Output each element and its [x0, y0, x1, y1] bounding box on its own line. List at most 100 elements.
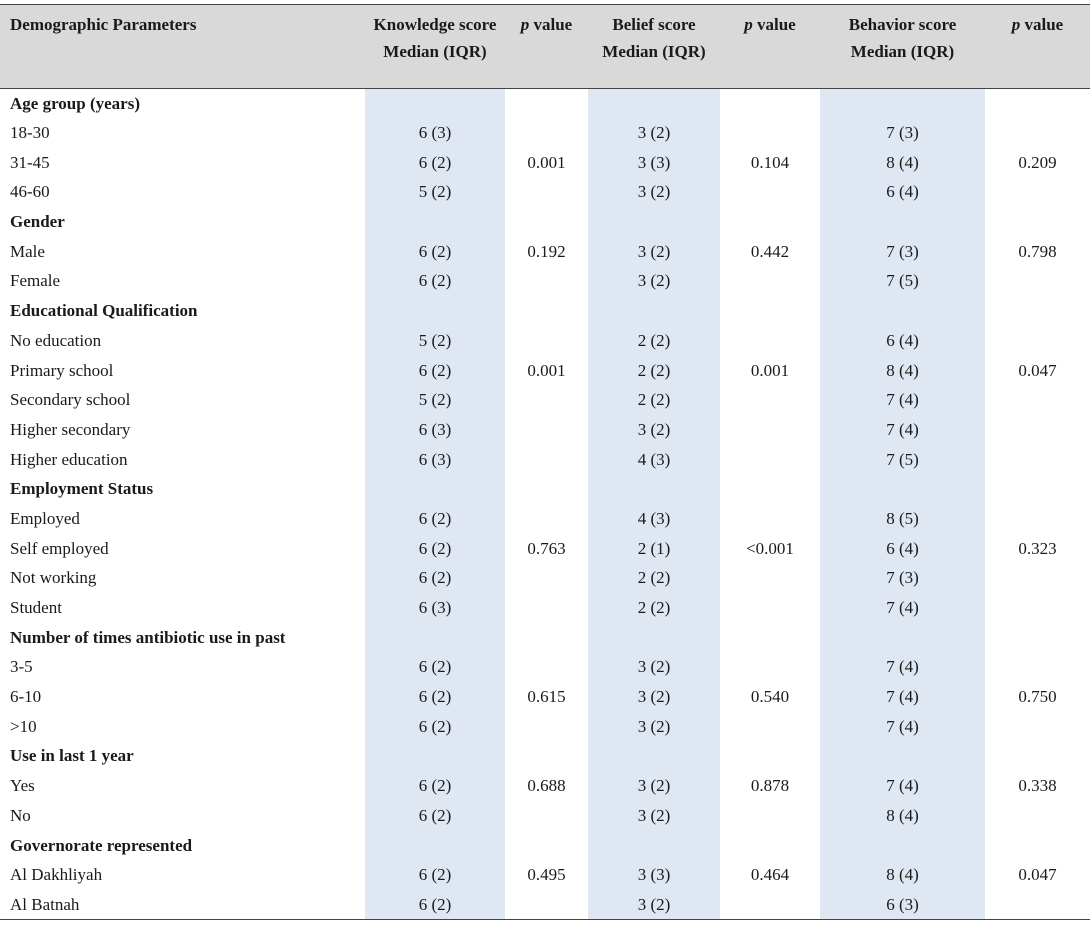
score-cell: 7 (4) — [820, 682, 985, 712]
group-row: Gender — [0, 207, 1090, 237]
p-value: 0.750 — [1018, 687, 1057, 707]
row-label: 3-5 — [10, 657, 33, 677]
cell — [588, 830, 720, 861]
score-cell: 3 (2) — [588, 177, 720, 208]
row-label: Not working — [10, 568, 97, 588]
score-cell: 6 (4) — [820, 326, 985, 356]
group-title: Educational Qualification — [10, 301, 198, 321]
p-value — [985, 445, 1090, 475]
p-value: 0.001 — [750, 360, 790, 380]
score-cell: 5 (2) — [365, 326, 505, 356]
score-cell: 6 (3) — [365, 444, 505, 475]
cell — [985, 207, 1090, 237]
p-value — [720, 890, 820, 920]
row-label: Secondary school — [10, 390, 131, 410]
table-header: Demographic Parameters Knowledge score Me… — [0, 4, 1090, 89]
score-cell: 3 (2) — [588, 652, 720, 683]
score-cell: 6 (2) — [365, 711, 505, 742]
score-cell: 6 (3) — [365, 593, 505, 623]
score-cell: 6 (2) — [365, 682, 505, 712]
p-value — [985, 385, 1090, 415]
score-cell: 6 (2) — [365, 266, 505, 297]
group-title: Age group (years) — [10, 93, 140, 113]
cell — [720, 89, 820, 119]
score-cell: 3 (2) — [588, 266, 720, 297]
p-value — [505, 118, 588, 148]
data-row: No 6 (2) 3 (2) 8 (4) — [0, 801, 1090, 831]
p-value — [720, 267, 820, 297]
score-cell: 2 (2) — [588, 385, 720, 416]
cell — [365, 296, 505, 326]
group-row: Use in last 1 year — [0, 741, 1090, 772]
p-value: 0.615 — [527, 687, 566, 707]
score-cell: 6 (2) — [365, 563, 505, 594]
data-row: Employed 6 (2) 4 (3) 8 (5) — [0, 504, 1090, 534]
row-label: Al Dakhliyah — [10, 865, 103, 885]
cell — [820, 830, 985, 861]
row-label: Employed — [10, 508, 80, 528]
p-value — [720, 385, 820, 415]
score-cell: 6 (2) — [365, 236, 505, 267]
score-cell: 2 (2) — [588, 355, 720, 386]
score-cell: 7 (4) — [820, 771, 985, 801]
group-title: Employment Status — [10, 479, 154, 499]
group-row: Employment Status — [0, 474, 1090, 505]
p-value — [985, 653, 1090, 683]
cell — [985, 89, 1090, 119]
p-value: 0.464 — [750, 865, 790, 885]
score-cell: 7 (4) — [820, 593, 985, 623]
row-label: No — [10, 805, 31, 825]
row-label: Student — [10, 598, 62, 618]
p-value: 0.104 — [750, 152, 790, 172]
score-cell: 2 (2) — [588, 593, 720, 623]
p-value — [985, 890, 1090, 920]
score-cell: 6 (2) — [365, 860, 505, 891]
cell — [365, 207, 505, 237]
cell — [588, 622, 720, 653]
score-cell: 6 (2) — [365, 533, 505, 564]
row-label: Higher secondary — [10, 419, 131, 439]
p-value: 0.442 — [750, 241, 790, 261]
p-value — [505, 267, 588, 297]
cell — [588, 474, 720, 505]
group-row: Age group (years) — [0, 88, 1090, 119]
cell — [365, 474, 505, 505]
header-cell: Demographic Parameters — [10, 15, 197, 34]
p-value — [505, 504, 588, 534]
cell — [365, 88, 505, 119]
p-value — [985, 118, 1090, 148]
row-label: 46-60 — [10, 182, 50, 202]
header-text: value — [1024, 15, 1064, 34]
p-value — [720, 415, 820, 445]
score-cell: 6 (3) — [365, 118, 505, 148]
data-row: Higher education 6 (3) 4 (3) 7 (5) — [0, 444, 1090, 475]
data-row: Al Dakhliyah 6 (2) 0.495 3 (3) 0.464 8 (4) 0.0… — [0, 860, 1090, 891]
p-value: 0.323 — [1018, 538, 1057, 558]
cell — [588, 296, 720, 326]
score-cell: 6 (3) — [820, 890, 985, 920]
score-cell: 7 (5) — [820, 266, 985, 297]
data-row: 3-5 6 (2) 3 (2) 7 (4) — [0, 652, 1090, 683]
score-cell: 5 (2) — [365, 385, 505, 416]
cell — [820, 88, 985, 119]
data-row: Higher secondary 6 (3) 3 (2) 7 (4) — [0, 415, 1090, 445]
p-value: 0.688 — [527, 776, 566, 796]
p-value: 0.495 — [527, 865, 566, 885]
cell — [588, 741, 720, 772]
p-value: 0.763 — [527, 538, 566, 558]
row-label: Self employed — [10, 538, 109, 558]
p-value — [985, 415, 1090, 445]
cell — [820, 474, 985, 505]
cell — [985, 623, 1090, 653]
header-italic: p — [520, 15, 530, 34]
header-cell: Behavior score Median (IQR) — [848, 15, 957, 61]
cell — [985, 474, 1090, 504]
p-value — [985, 564, 1090, 594]
score-cell: 7 (4) — [820, 385, 985, 416]
p-value: <0.001 — [746, 538, 794, 558]
score-cell: 4 (3) — [588, 444, 720, 475]
cell — [820, 207, 985, 237]
p-value — [720, 445, 820, 475]
group-title: Governorate represented — [10, 835, 193, 855]
header-text: value — [533, 15, 573, 34]
